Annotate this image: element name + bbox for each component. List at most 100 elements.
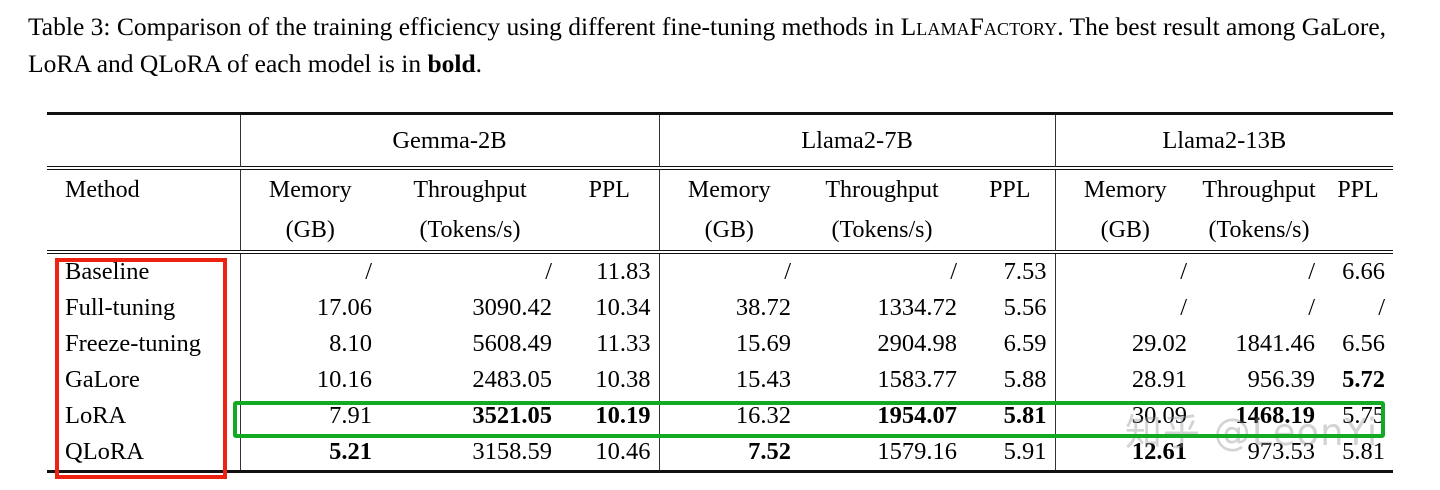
rule-under-headers	[47, 250, 1393, 255]
cell-gemma-memory: 17.06	[239, 290, 380, 327]
cell-llama7b-ppl: 5.81	[1003, 402, 1047, 430]
cell-gemma-memory: 8.10	[239, 326, 380, 363]
table-row: GaLore 10.16 2483.05 10.38 15.43 1583.77 5.88 2…	[47, 362, 1393, 399]
cell-llama13b-memory: 30.09	[1054, 398, 1195, 435]
cell-llama13b-memory: 29.02	[1054, 326, 1195, 363]
header-gemma-throughput-unit: (Tokens/s)	[419, 216, 521, 243]
header-llama13b-ppl: PPL	[1337, 176, 1379, 203]
cell-llama13b-ppl: 5.72	[1342, 366, 1385, 394]
results-table: Gemma-2B Llama2-7B Llama2-13B Method Mem…	[47, 112, 1393, 475]
cell-llama7b-memory: 38.72	[658, 290, 799, 327]
cell-gemma-memory: 7.91	[239, 398, 380, 435]
cell-llama7b-memory: 15.69	[658, 326, 799, 363]
cell-llama7b-throughput: 2904.98	[877, 330, 957, 358]
cell-method: GaLore	[65, 366, 140, 394]
header-llama7b-throughput: Throughput	[825, 176, 939, 203]
rule-bottom	[47, 470, 1393, 475]
cell-llama13b-memory: 28.91	[1054, 362, 1195, 399]
header-llama7b-throughput-unit: (Tokens/s)	[831, 216, 933, 243]
cell-llama7b-throughput: 1583.77	[877, 366, 957, 394]
table-row: Full-tuning 17.06 3090.42 10.34 38.72 1334.72…	[47, 290, 1393, 327]
cell-llama7b-ppl: 5.88	[1003, 366, 1047, 394]
cell-gemma-throughput: 3158.59	[472, 438, 552, 466]
caption-prefix: Table 3: Comparison of the training effi…	[28, 12, 901, 41]
cell-method: LoRA	[65, 402, 127, 430]
caption-suffix: .	[475, 49, 483, 78]
header-llama13b-ppl-unit	[1323, 210, 1393, 251]
cell-gemma-throughput: 3090.42	[472, 294, 552, 322]
cell-gemma-ppl: 10.46	[595, 438, 651, 466]
table-row: QLoRA 5.21 3158.59 10.46 7.52 1579.16 5.91 12.6…	[47, 434, 1393, 472]
cell-llama13b-throughput: 1468.19	[1235, 402, 1315, 430]
header-gemma-memory: Memory	[239, 169, 380, 211]
cell-llama7b-memory: 15.43	[658, 362, 799, 399]
header-llama13b-memory: Memory	[1054, 169, 1195, 211]
table-caption: Table 3: Comparison of the training effi…	[28, 8, 1420, 82]
cell-llama13b-ppl: 6.56	[1342, 330, 1385, 358]
header-gemma-throughput: Throughput	[413, 176, 527, 203]
cell-llama7b-memory: 16.32	[658, 398, 799, 435]
metric-header-row-2: (GB) (Tokens/s) (GB) (Tokens/s) (GB) (To…	[47, 210, 1393, 251]
cell-llama13b-ppl: 5.75	[1342, 402, 1385, 430]
cell-method: Baseline	[65, 258, 150, 286]
cell-gemma-memory: 5.21	[239, 434, 380, 472]
cell-method: Freeze-tuning	[65, 330, 202, 358]
header-method: Method	[65, 176, 140, 203]
cell-llama13b-ppl: 5.81	[1342, 438, 1385, 466]
cell-llama13b-throughput: 956.39	[1247, 366, 1315, 394]
cell-gemma-ppl: 10.19	[595, 402, 651, 430]
cell-llama13b-throughput: /	[1308, 258, 1315, 286]
cell-llama7b-throughput: 1579.16	[877, 438, 957, 466]
cell-llama13b-throughput: /	[1308, 294, 1315, 322]
cell-method: Full-tuning	[65, 294, 176, 322]
table-row: Baseline //11.83//7.53//6.66	[47, 253, 1393, 291]
cell-gemma-ppl: 11.83	[596, 258, 651, 286]
cell-gemma-throughput: 2483.05	[472, 366, 552, 394]
cell-llama7b-memory: /	[658, 253, 799, 291]
cell-llama13b-memory: /	[1054, 253, 1195, 291]
cell-llama7b-memory: 7.52	[658, 434, 799, 472]
header-llama13b-throughput-unit: (Tokens/s)	[1208, 216, 1310, 243]
cell-llama13b-throughput: 1841.46	[1235, 330, 1315, 358]
header-llama13b-memory-unit: (GB)	[1054, 210, 1195, 251]
caption-middle: . The best result among GaLore, LoRA and…	[28, 12, 1387, 78]
cell-llama7b-ppl: 5.56	[1003, 294, 1047, 322]
cell-llama13b-throughput: 973.53	[1247, 438, 1315, 466]
cell-llama7b-throughput: 1334.72	[877, 294, 957, 322]
header-gemma-ppl-unit	[560, 210, 659, 251]
model-header-llama2-13b: Llama2-13B	[1054, 115, 1393, 167]
header-gemma-ppl: PPL	[588, 176, 630, 203]
caption-bold-word: bold	[427, 49, 476, 78]
header-method-unit-empty	[47, 210, 240, 251]
cell-llama7b-ppl: 6.59	[1003, 330, 1047, 358]
header-llama7b-memory: Memory	[658, 169, 799, 211]
model-group-header-row: Gemma-2B Llama2-7B Llama2-13B	[47, 115, 1393, 167]
rule-under-models	[47, 165, 1393, 171]
cell-method: QLoRA	[65, 438, 144, 466]
model-header-gemma: Gemma-2B	[239, 115, 659, 167]
cell-gemma-memory: /	[239, 253, 380, 291]
empty-corner-cell	[47, 115, 240, 167]
cell-gemma-ppl: 10.38	[595, 366, 651, 394]
header-llama7b-ppl-unit	[965, 210, 1055, 251]
table-row: Freeze-tuning 8.10 5608.49 11.33 15.69 2904.9…	[47, 326, 1393, 363]
header-llama7b-ppl: PPL	[989, 176, 1031, 203]
cell-llama7b-ppl: 5.91	[1003, 438, 1047, 466]
header-gemma-memory-unit: (GB)	[239, 210, 380, 251]
cell-gemma-throughput: 5608.49	[472, 330, 552, 358]
rule-top	[47, 112, 1393, 116]
cell-llama13b-memory: /	[1054, 290, 1195, 327]
cell-llama13b-memory: 12.61	[1054, 434, 1195, 472]
header-llama7b-memory-unit: (GB)	[658, 210, 799, 251]
results-table-body: Baseline //11.83//7.53//6.66 Full-tuning 17…	[47, 253, 1393, 472]
cell-gemma-ppl: 10.34	[595, 294, 651, 322]
cell-gemma-ppl: 11.33	[596, 330, 651, 358]
table-row: LoRA 7.91 3521.05 10.19 16.32 1954.07 5.81 30.0…	[47, 398, 1393, 435]
results-table-container: Gemma-2B Llama2-7B Llama2-13B Method Mem…	[47, 112, 1393, 484]
cell-llama7b-ppl: 7.53	[1003, 258, 1047, 286]
cell-llama13b-ppl: 6.66	[1342, 258, 1385, 286]
cell-gemma-throughput: 3521.05	[472, 402, 552, 430]
header-llama13b-throughput: Throughput	[1202, 176, 1316, 203]
cell-llama7b-throughput: /	[950, 258, 957, 286]
cell-gemma-memory: 10.16	[239, 362, 380, 399]
